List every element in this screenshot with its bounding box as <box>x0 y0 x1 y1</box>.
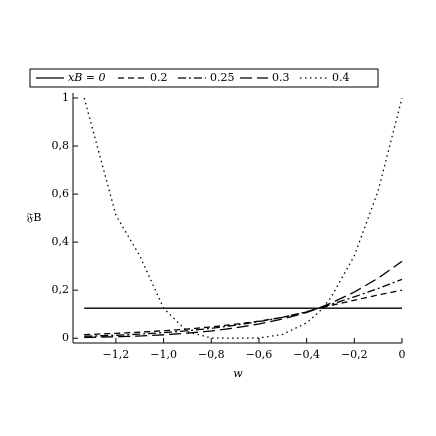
y-tick-label: 0,6 <box>52 187 70 200</box>
legend-label: 0.25 <box>210 71 235 84</box>
x-tick-label: −1,2 <box>103 348 130 361</box>
legend-label: 0.2 <box>150 71 168 84</box>
x-axis-label: w <box>233 367 243 380</box>
y-tick-label: 0,8 <box>52 139 70 152</box>
x-tick-label: 0 <box>399 348 406 361</box>
legend-label: xB = 0 <box>68 71 106 84</box>
series-line <box>84 289 403 336</box>
y-axis-label: 𝔉B <box>26 211 41 224</box>
y-tick-label: 0,4 <box>52 235 70 248</box>
legend-box <box>29 68 379 88</box>
legend-label: 0.4 <box>332 71 350 84</box>
x-tick-label: −0,8 <box>198 348 225 361</box>
y-tick-label: 0,2 <box>52 283 70 296</box>
x-tick-label: −0,2 <box>341 348 368 361</box>
x-tick-label: −1,0 <box>150 348 177 361</box>
y-tick-label: 0 <box>62 331 69 344</box>
series-line <box>83 97 403 339</box>
legend-label: 0.3 <box>272 71 290 84</box>
y-tick-label: 1 <box>62 91 69 104</box>
x-tick-label: −0,6 <box>246 348 273 361</box>
x-tick-label: −0,4 <box>293 348 320 361</box>
series-line <box>84 260 403 339</box>
